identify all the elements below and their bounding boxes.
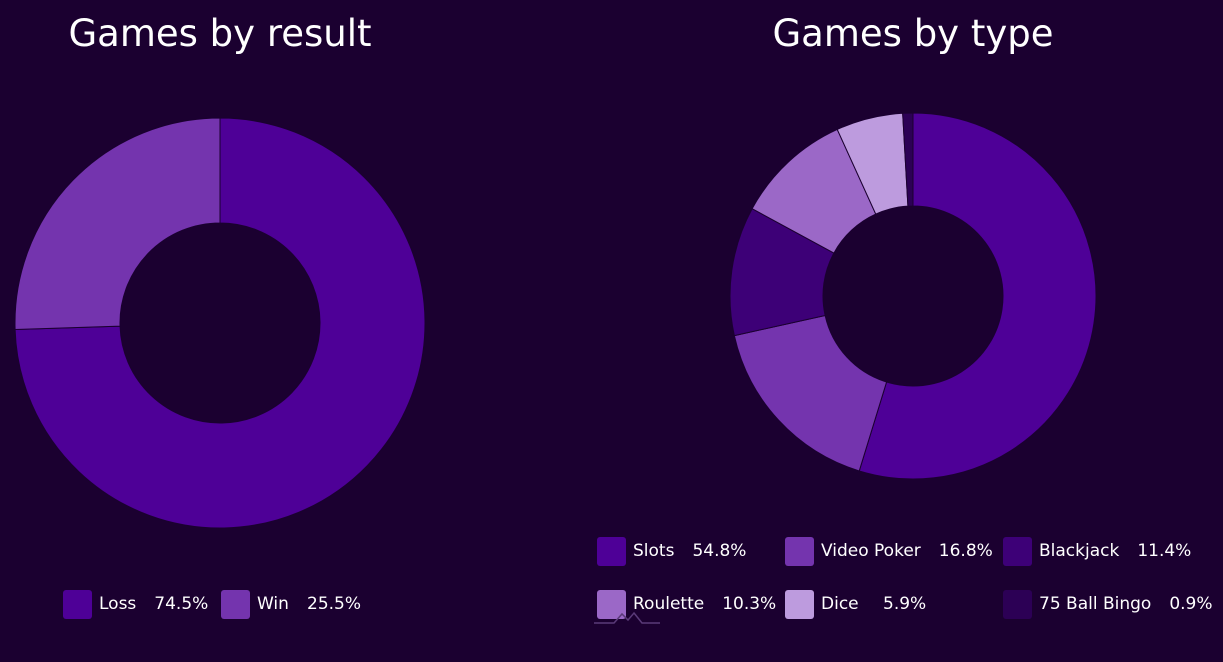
watermark-logo-icon — [594, 611, 660, 624]
legend-label: Dice — [821, 594, 859, 614]
legend-label: Slots — [633, 541, 675, 561]
legend-label: Win — [257, 594, 289, 614]
legend-value: 16.8% — [938, 541, 993, 561]
legend-label: Video Poker — [821, 541, 921, 561]
slice-video-poker[interactable] — [733, 314, 888, 472]
legend-swatch — [785, 589, 814, 619]
legend-swatch — [1003, 589, 1032, 619]
slice-loss[interactable] — [14, 117, 426, 529]
legend-swatch — [63, 589, 92, 619]
chart-games-by-type: Games by type Slots 54.8% Video Poker 16.8%… — [590, 0, 1223, 662]
chart-games-by-result: Games by result Loss 74.5% Win 25.5% — [0, 0, 440, 662]
slice-slots[interactable] — [858, 112, 1097, 480]
legend-swatch — [785, 536, 814, 566]
legend-item-roulette[interactable]: Roulette 10.3% — [597, 589, 776, 619]
legend-value: 11.4% — [1137, 541, 1192, 561]
legend-label: 75 Ball Bingo — [1039, 594, 1152, 614]
legend-value: 74.5% — [154, 594, 209, 614]
legend-value: 5.9% — [883, 594, 927, 614]
slice-win[interactable] — [14, 117, 221, 330]
chart-title: Games by type — [772, 12, 1054, 55]
legend-swatch — [221, 589, 250, 619]
legend-value: 10.3% — [722, 594, 777, 614]
legend-item-video-poker[interactable]: Video Poker 16.8% — [785, 536, 993, 566]
legend-item-loss[interactable]: Loss 74.5% — [63, 589, 208, 619]
legend-value: 25.5% — [307, 594, 362, 614]
donut-chart-result — [14, 117, 426, 529]
legend-item-blackjack[interactable]: Blackjack 11.4% — [1003, 536, 1191, 566]
legend-item-75-ball-bingo[interactable]: 75 Ball Bingo 0.9% — [1003, 589, 1213, 619]
legend-label: Blackjack — [1039, 541, 1120, 561]
legend-item-dice[interactable]: Dice 5.9% — [785, 589, 926, 619]
legend-item-win[interactable]: Win 25.5% — [221, 589, 361, 619]
donut-chart-type — [729, 112, 1097, 480]
slice-75-ball-bingo[interactable] — [902, 112, 914, 207]
legend-value: 54.8% — [692, 541, 747, 561]
legend-swatch — [597, 536, 626, 566]
chart-title: Games by result — [68, 12, 372, 55]
legend-swatch — [1003, 536, 1032, 566]
legend-label: Roulette — [633, 594, 705, 614]
legend-swatch — [597, 589, 626, 619]
legend-label: Loss — [99, 594, 137, 614]
legend-item-slots[interactable]: Slots 54.8% — [597, 536, 746, 566]
legend-value: 0.9% — [1169, 594, 1213, 614]
